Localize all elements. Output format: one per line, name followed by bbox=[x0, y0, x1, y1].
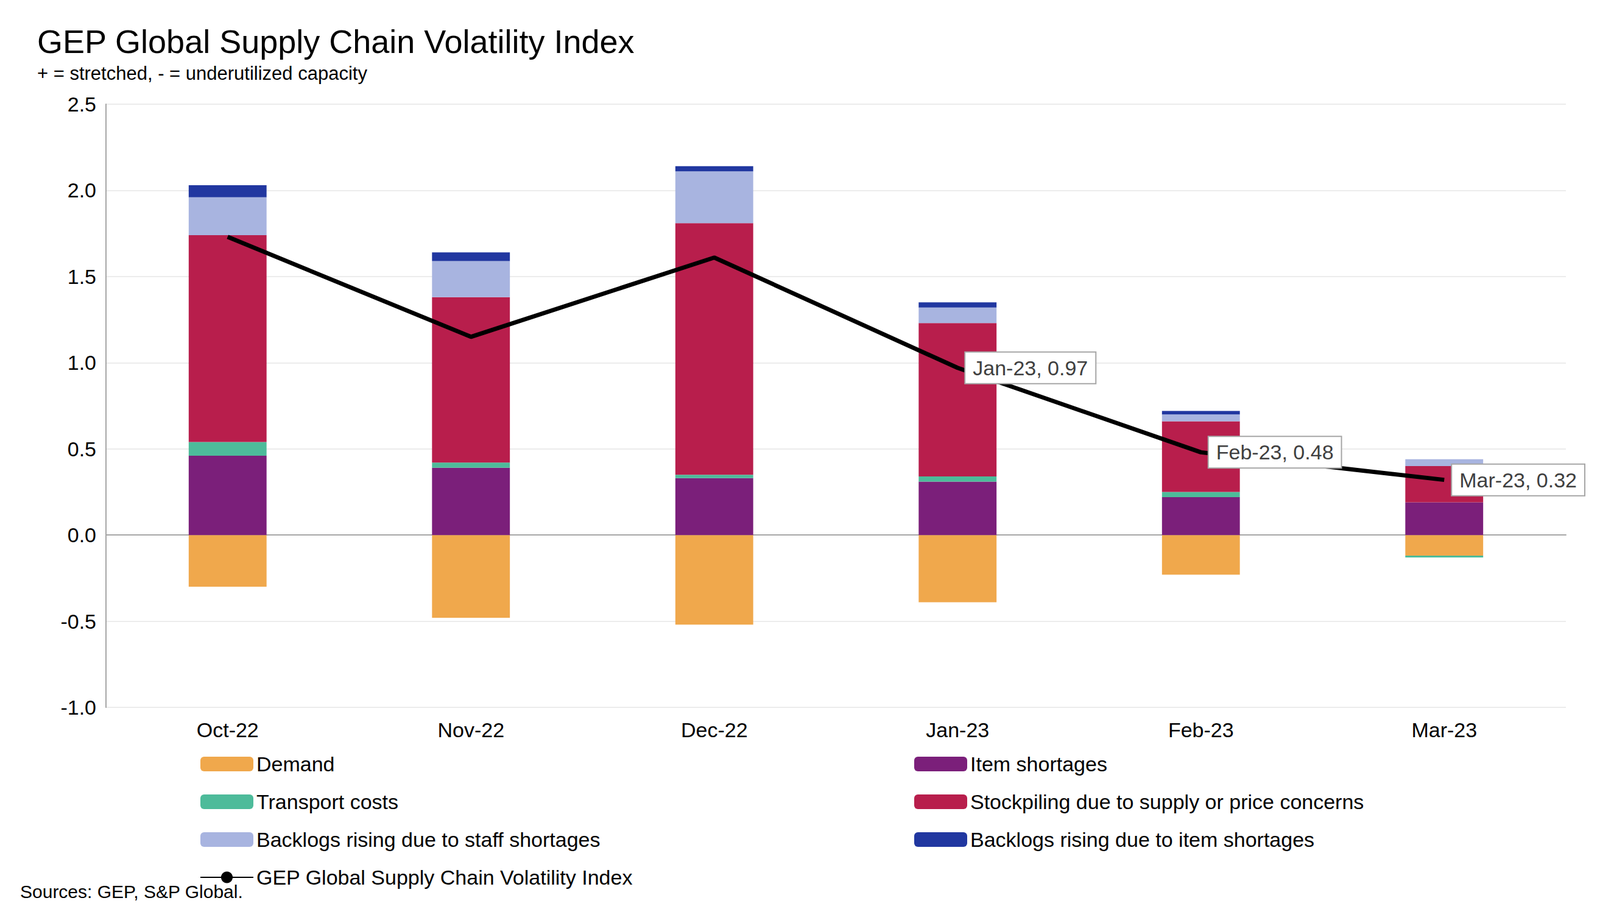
svg-text:1.0: 1.0 bbox=[67, 350, 97, 374]
svg-text:GEP Global Supply Chain Volati: GEP Global Supply Chain Volatility Index bbox=[256, 865, 633, 889]
svg-text:Jan-23: Jan-23 bbox=[925, 718, 990, 742]
svg-text:Item shortages: Item shortages bbox=[970, 752, 1108, 776]
svg-text:0.5: 0.5 bbox=[67, 437, 97, 461]
svg-text:Demand: Demand bbox=[256, 752, 335, 776]
svg-text:Sources: GEP, S&P Global.: Sources: GEP, S&P Global. bbox=[20, 881, 244, 902]
svg-text:-0.5: -0.5 bbox=[60, 609, 97, 633]
svg-text:1.5: 1.5 bbox=[67, 264, 97, 289]
svg-text:GEP Global Supply Chain Volati: GEP Global Supply Chain Volatility Index bbox=[37, 23, 635, 60]
svg-text:Feb-23, 0.48: Feb-23, 0.48 bbox=[1216, 440, 1334, 464]
svg-text:Nov-22: Nov-22 bbox=[437, 718, 505, 742]
svg-text:Transport costs: Transport costs bbox=[256, 789, 399, 814]
svg-text:Backlogs rising due to item sh: Backlogs rising due to item shortages bbox=[970, 827, 1315, 851]
svg-text:2.5: 2.5 bbox=[67, 92, 97, 116]
svg-text:+ = stretched, - = underutiliz: + = stretched, - = underutilized capacit… bbox=[37, 62, 368, 85]
svg-text:Mar-23, 0.32: Mar-23, 0.32 bbox=[1459, 468, 1577, 492]
svg-text:Oct-22: Oct-22 bbox=[196, 718, 259, 742]
svg-text:Stockpiling due to supply or p: Stockpiling due to supply or price conce… bbox=[970, 789, 1364, 814]
svg-text:-1.0: -1.0 bbox=[60, 695, 97, 719]
svg-text:Dec-22: Dec-22 bbox=[680, 718, 748, 742]
svg-text:Mar-23: Mar-23 bbox=[1411, 718, 1477, 742]
svg-text:Feb-23: Feb-23 bbox=[1168, 718, 1234, 742]
svg-text:Jan-23, 0.97: Jan-23, 0.97 bbox=[972, 356, 1088, 380]
svg-text:Backlogs rising due to staff s: Backlogs rising due to staff shortages bbox=[256, 827, 600, 851]
svg-text:0.0: 0.0 bbox=[67, 523, 97, 547]
svg-text:2.0: 2.0 bbox=[67, 178, 97, 202]
